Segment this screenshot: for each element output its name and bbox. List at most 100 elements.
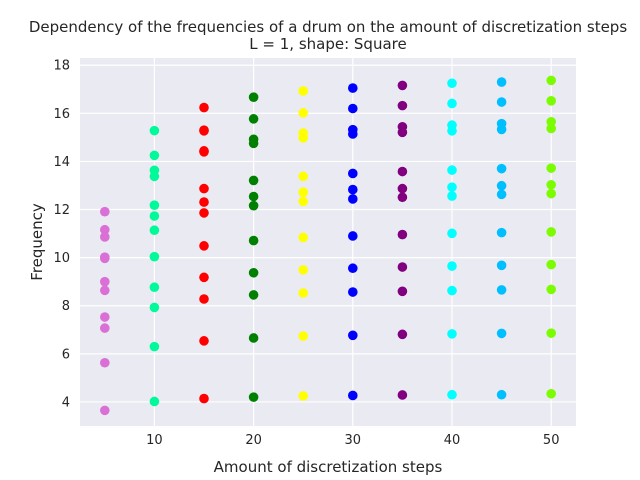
data-point — [348, 263, 358, 274]
data-point — [447, 389, 457, 400]
data-point — [149, 302, 160, 313]
data-point — [248, 392, 259, 402]
data-point — [397, 100, 408, 111]
data-point — [348, 390, 358, 401]
data-point — [546, 188, 556, 199]
data-point — [149, 225, 160, 236]
data-point — [496, 118, 507, 129]
data-point — [248, 235, 259, 246]
data-point — [397, 262, 408, 272]
y-tick-label: 10 — [53, 251, 70, 266]
data-point — [348, 83, 358, 93]
data-point — [100, 323, 110, 333]
chart-title: Dependency of the frequencies of a drum … — [29, 18, 627, 36]
data-point — [199, 272, 209, 283]
data-point — [447, 165, 457, 175]
data-point — [447, 285, 457, 296]
data-point — [496, 163, 507, 174]
data-point — [348, 168, 358, 179]
data-point — [397, 80, 408, 91]
y-tick-label: 4 — [62, 395, 70, 410]
data-point — [248, 134, 259, 145]
data-point — [496, 180, 507, 191]
data-point — [199, 146, 209, 156]
data-point — [348, 231, 358, 241]
y-tick-label: 16 — [53, 107, 70, 122]
data-point — [298, 187, 309, 198]
y-tick-label: 8 — [62, 299, 70, 314]
data-point — [546, 284, 556, 295]
data-point — [447, 191, 457, 201]
y-tick-label: 6 — [62, 347, 70, 362]
data-point — [248, 290, 259, 300]
data-point — [248, 200, 259, 211]
data-point — [149, 282, 160, 293]
x-tick-label: 10 — [146, 433, 163, 448]
data-point — [348, 194, 358, 204]
data-point — [100, 206, 110, 217]
data-point — [546, 259, 556, 270]
data-point — [496, 77, 507, 87]
data-point — [447, 329, 457, 339]
data-point — [199, 208, 209, 218]
data-point — [298, 108, 309, 118]
x-tick-label: 40 — [444, 433, 461, 448]
data-point — [100, 252, 110, 262]
data-point — [100, 285, 110, 296]
data-point — [397, 183, 408, 194]
axis-ticks: 10 20 30 40 50 4 6 8 10 12 14 16 18 — [53, 59, 559, 448]
data-point — [397, 166, 408, 177]
data-point — [496, 285, 507, 295]
x-tick-label: 50 — [543, 433, 560, 448]
data-point — [100, 232, 110, 242]
data-point — [199, 294, 209, 304]
data-point — [546, 227, 556, 237]
data-point — [447, 261, 457, 271]
data-point — [149, 341, 160, 352]
data-point — [298, 288, 309, 298]
y-tick-label: 14 — [53, 155, 70, 170]
data-point — [546, 96, 556, 106]
data-point — [149, 165, 160, 176]
data-point — [397, 329, 408, 340]
data-point — [199, 336, 209, 346]
data-point — [100, 405, 110, 416]
data-point — [199, 241, 209, 251]
data-point — [546, 123, 556, 134]
data-point — [397, 390, 408, 400]
data-point — [397, 229, 408, 240]
data-point — [199, 183, 209, 194]
y-tick-label: 18 — [53, 59, 70, 74]
data-point — [546, 163, 556, 173]
data-point — [149, 251, 160, 262]
data-point — [100, 357, 110, 368]
data-point — [546, 388, 556, 399]
data-point — [248, 114, 259, 124]
data-point — [496, 260, 507, 271]
data-point — [496, 97, 507, 107]
chart-subtitle: L = 1, shape: Square — [249, 35, 406, 53]
x-axis-label: Amount of discretization steps — [214, 458, 443, 476]
data-point — [248, 175, 259, 186]
data-point — [149, 200, 160, 210]
data-point — [447, 182, 457, 192]
data-point — [199, 125, 209, 135]
data-point — [397, 286, 408, 297]
y-tick-label: 12 — [53, 203, 70, 218]
data-point — [298, 86, 309, 96]
data-point — [348, 330, 358, 341]
data-point — [496, 227, 507, 238]
data-point — [496, 389, 507, 400]
data-point — [397, 121, 408, 132]
data-point — [546, 75, 556, 86]
data-point — [199, 197, 209, 207]
data-point — [199, 102, 209, 113]
data-point — [199, 393, 209, 404]
data-point — [248, 333, 259, 343]
data-point — [447, 78, 457, 89]
data-point — [298, 171, 309, 182]
data-point — [298, 128, 309, 138]
data-point — [248, 191, 259, 202]
data-point — [298, 232, 309, 243]
